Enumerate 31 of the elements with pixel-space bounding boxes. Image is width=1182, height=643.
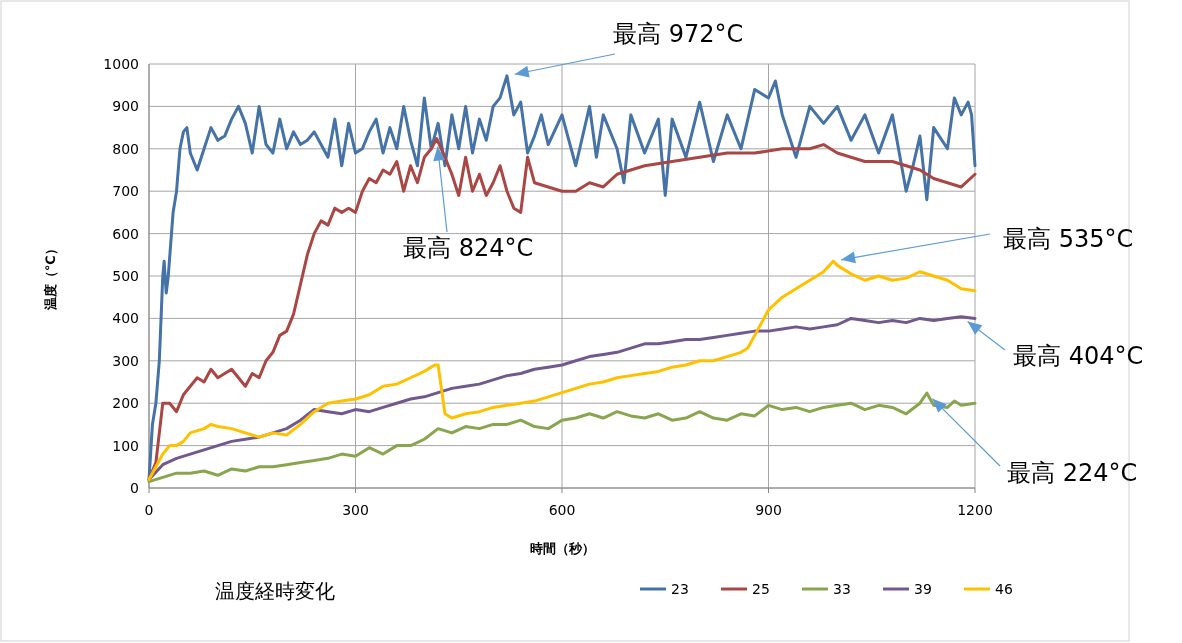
- annotation: 最高 824°C: [403, 234, 534, 262]
- annotation: 最高 224°C: [1007, 459, 1138, 487]
- y-tick-label: 900: [112, 98, 139, 115]
- x-tick-label: 300: [342, 502, 369, 518]
- y-tick-label: 500: [112, 268, 139, 284]
- x-axis-title: 時間（秒）: [529, 541, 595, 556]
- y-tick-label: 400: [112, 310, 139, 327]
- line-series: [147, 391, 977, 484]
- x-tick-label: 900: [755, 502, 782, 518]
- annotation: 最高 972°C: [613, 20, 744, 48]
- line-series: [147, 259, 977, 482]
- y-tick-label: 0: [130, 480, 139, 496]
- y-tick-label: 1000: [103, 56, 139, 72]
- annotation: 最高 535°C: [1003, 225, 1134, 253]
- legend-label: 25: [752, 581, 770, 597]
- annotation: 最高 404°C: [1013, 342, 1144, 370]
- y-tick-label: 200: [112, 395, 139, 412]
- y-tick-label: 800: [112, 140, 139, 157]
- x-tick-label: 600: [548, 502, 576, 518]
- legend-label: 39: [914, 581, 932, 597]
- x-tick-label: 0: [144, 502, 154, 518]
- y-tick-label: 600: [112, 225, 139, 242]
- y-tick-label: 300: [112, 352, 139, 369]
- x-tick-label: 1200: [957, 502, 993, 518]
- legend-label: 23: [671, 581, 689, 597]
- y-tick-label: 700: [112, 183, 139, 200]
- legend-label: 33: [833, 581, 851, 597]
- text: 温度経時変化: [215, 579, 335, 603]
- y-tick-label: 100: [112, 437, 139, 454]
- y-axis-title: 温度（℃）: [43, 242, 58, 311]
- legend-label: 46: [995, 581, 1013, 597]
